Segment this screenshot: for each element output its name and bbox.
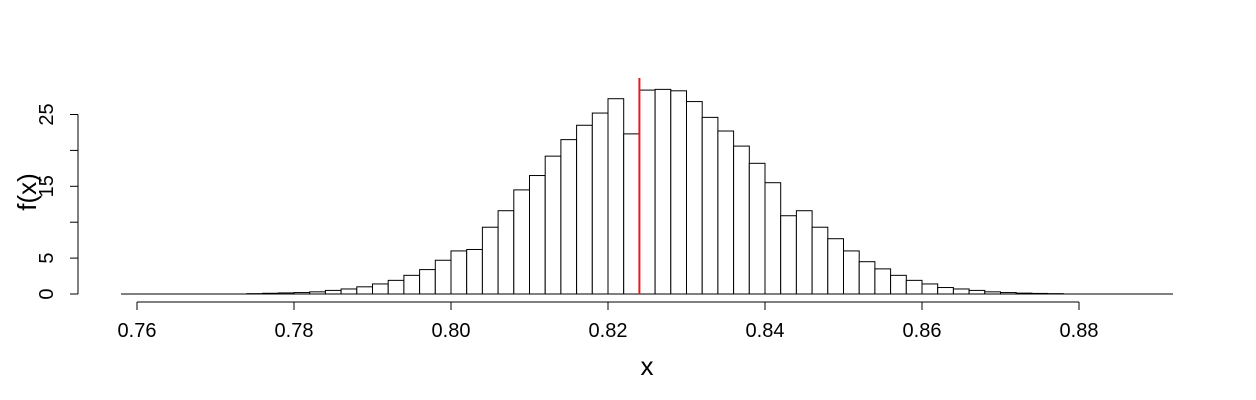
x-tick-label: 0.78 bbox=[275, 320, 314, 342]
histogram-bars bbox=[246, 88, 1064, 295]
histogram-bar bbox=[372, 283, 389, 295]
histogram-bar bbox=[387, 279, 405, 295]
histogram-bar bbox=[544, 155, 562, 295]
histogram-bar bbox=[670, 90, 687, 295]
histogram-bar bbox=[890, 274, 907, 295]
histogram-bar bbox=[968, 289, 986, 295]
histogram-bar bbox=[356, 286, 373, 295]
histogram-bar bbox=[733, 145, 750, 295]
y-axis-title: f(x) bbox=[12, 173, 42, 211]
histogram-bar bbox=[434, 259, 452, 295]
histogram-bar bbox=[717, 130, 735, 295]
x-tick-label: 0.88 bbox=[1060, 320, 1099, 342]
histogram-bar bbox=[937, 287, 954, 295]
histogram-bar bbox=[513, 189, 530, 295]
histogram-bar bbox=[466, 248, 483, 295]
histogram-bar bbox=[607, 98, 625, 295]
x-tick-label: 0.84 bbox=[746, 320, 785, 342]
histogram-bar bbox=[686, 101, 703, 295]
histogram-bar bbox=[843, 250, 860, 295]
histogram-bar bbox=[921, 283, 939, 295]
histogram-bar bbox=[576, 124, 593, 295]
histogram-bar bbox=[529, 175, 546, 295]
y-tick-label: 0 bbox=[36, 288, 58, 299]
x-tick-label: 0.86 bbox=[903, 320, 942, 342]
histogram-bar bbox=[874, 268, 892, 295]
x-axis: 0.76 0.78 0.80 0.82 0.84 0.86 0.88 bbox=[118, 301, 1099, 342]
histogram-bar bbox=[748, 162, 766, 295]
histogram-bar bbox=[324, 289, 342, 295]
histogram-bar bbox=[560, 139, 578, 295]
x-tick-label: 0.80 bbox=[432, 320, 471, 342]
histogram-bar bbox=[858, 261, 876, 295]
histogram-bar bbox=[905, 279, 923, 295]
histogram-bar bbox=[701, 116, 719, 295]
histogram-bar bbox=[811, 226, 829, 295]
histogram-bar bbox=[497, 210, 515, 295]
histogram-bar bbox=[654, 88, 672, 295]
histogram-bar bbox=[764, 182, 782, 295]
y-tick-label: 25 bbox=[36, 103, 58, 125]
histogram-bar bbox=[481, 226, 499, 295]
x-tick-label: 0.76 bbox=[118, 320, 157, 342]
histogram-bar bbox=[638, 89, 656, 295]
histogram-bar bbox=[780, 215, 797, 295]
x-tick-label: 0.82 bbox=[589, 320, 628, 342]
x-axis-title: x bbox=[641, 351, 654, 381]
histogram-bar bbox=[591, 112, 609, 295]
y-tick-label: 5 bbox=[36, 253, 58, 264]
histogram-bar bbox=[403, 274, 421, 295]
histogram-bar bbox=[827, 238, 844, 295]
histogram-bar bbox=[795, 210, 813, 295]
histogram-bar bbox=[952, 288, 970, 295]
histogram-bar bbox=[450, 250, 468, 295]
y-axis: 0 5 15 25 bbox=[36, 103, 79, 300]
histogram-bar bbox=[419, 269, 436, 295]
histogram-bar bbox=[340, 288, 358, 295]
histogram-bar bbox=[623, 133, 640, 295]
y-tick-label: 15 bbox=[36, 175, 58, 197]
